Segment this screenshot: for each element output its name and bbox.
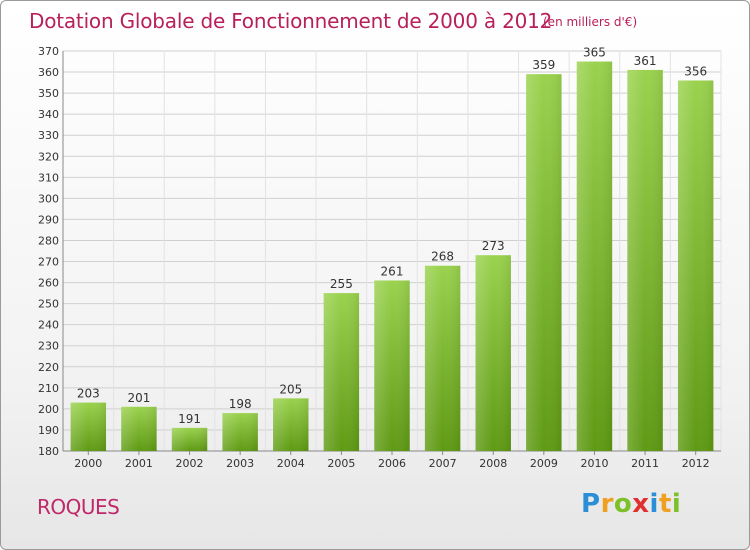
bar-shade	[121, 406, 157, 451]
y-tick-label: 280	[38, 234, 59, 247]
bar-shade	[70, 402, 107, 451]
x-tick-label: 2001	[125, 457, 153, 470]
data-label: 361	[634, 54, 657, 68]
x-tick-label: 2010	[580, 457, 608, 470]
bar-shade	[374, 280, 410, 451]
logo-letter: t	[658, 489, 672, 519]
data-label: 191	[178, 412, 201, 426]
y-tick-label: 260	[38, 277, 59, 290]
y-tick-label: 190	[38, 424, 59, 437]
chart-unit: (en milliers d'€)	[543, 15, 638, 29]
y-tick-label: 240	[38, 319, 59, 332]
data-label: 365	[583, 46, 606, 60]
data-label: 198	[229, 397, 252, 411]
proxiti-logo: Proxiti	[581, 489, 681, 519]
x-tick-label: 2012	[682, 457, 710, 470]
bar-shade	[273, 398, 309, 451]
data-label: 203	[77, 387, 100, 401]
bar-shade	[576, 61, 613, 452]
logo-letter: i	[649, 489, 659, 519]
x-tick-label: 2002	[176, 457, 204, 470]
logo-letter: P	[581, 489, 601, 519]
x-tick-label: 2004	[277, 457, 305, 470]
x-tick-label: 2011	[631, 457, 659, 470]
y-tick-label: 310	[38, 171, 59, 184]
data-label: 273	[482, 239, 505, 253]
y-tick-label: 340	[38, 108, 59, 121]
y-tick-label: 370	[38, 45, 59, 58]
y-tick-label: 290	[38, 213, 59, 226]
data-label: 268	[431, 250, 454, 264]
bar-shade	[222, 413, 258, 451]
x-tick-label: 2005	[327, 457, 355, 470]
x-tick-label: 2003	[226, 457, 254, 470]
bar-shade	[475, 255, 511, 451]
data-label: 205	[279, 382, 302, 396]
x-tick-label: 2000	[74, 457, 102, 470]
y-tick-label: 360	[38, 66, 59, 79]
bar-shade	[323, 293, 360, 451]
bar-shade	[677, 80, 714, 451]
logo-letter: x	[632, 489, 650, 519]
x-tick-label: 2007	[429, 457, 457, 470]
data-label: 261	[381, 264, 404, 278]
y-tick-label: 300	[38, 192, 59, 205]
x-tick-label: 2008	[479, 457, 507, 470]
logo-letter: i	[671, 489, 682, 519]
data-label: 255	[330, 277, 353, 291]
logo-letter: r	[600, 489, 614, 519]
logo-letter: o	[613, 489, 633, 519]
x-tick-label: 2009	[530, 457, 558, 470]
y-tick-label: 350	[38, 87, 59, 100]
bar-shade	[171, 427, 208, 451]
y-tick-label: 270	[38, 256, 59, 269]
y-tick-label: 220	[38, 361, 59, 374]
bar-shade	[424, 265, 461, 451]
chart-title: Dotation Globale de Fonctionnement de 20…	[29, 9, 553, 33]
data-label: 201	[127, 391, 150, 405]
y-tick-label: 180	[38, 445, 59, 458]
bar-shade	[526, 74, 562, 451]
y-tick-label: 210	[38, 382, 59, 395]
y-tick-label: 200	[38, 403, 59, 416]
bar-shade	[627, 69, 663, 452]
data-label: 359	[532, 58, 555, 72]
y-tick-label: 320	[38, 150, 59, 163]
y-tick-label: 250	[38, 298, 59, 311]
data-label: 356	[684, 64, 707, 78]
commune-name: ROQUES	[37, 495, 120, 519]
x-tick-label: 2006	[378, 457, 406, 470]
y-tick-label: 230	[38, 340, 59, 353]
y-tick-label: 330	[38, 129, 59, 142]
